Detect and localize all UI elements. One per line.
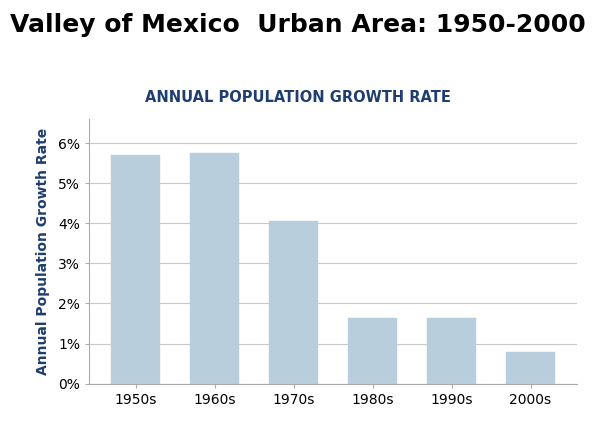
Y-axis label: Annual Population Growth Rate: Annual Population Growth Rate	[36, 128, 50, 375]
Text: Valley of Mexico  Urban Area: 1950-2000: Valley of Mexico Urban Area: 1950-2000	[10, 13, 585, 37]
Text: ANNUAL POPULATION GROWTH RATE: ANNUAL POPULATION GROWTH RATE	[145, 90, 450, 105]
Bar	[427, 318, 476, 384]
Bar	[111, 155, 161, 384]
Bar	[348, 318, 397, 384]
Bar	[190, 153, 239, 384]
Bar	[270, 221, 318, 384]
Bar	[506, 351, 555, 384]
